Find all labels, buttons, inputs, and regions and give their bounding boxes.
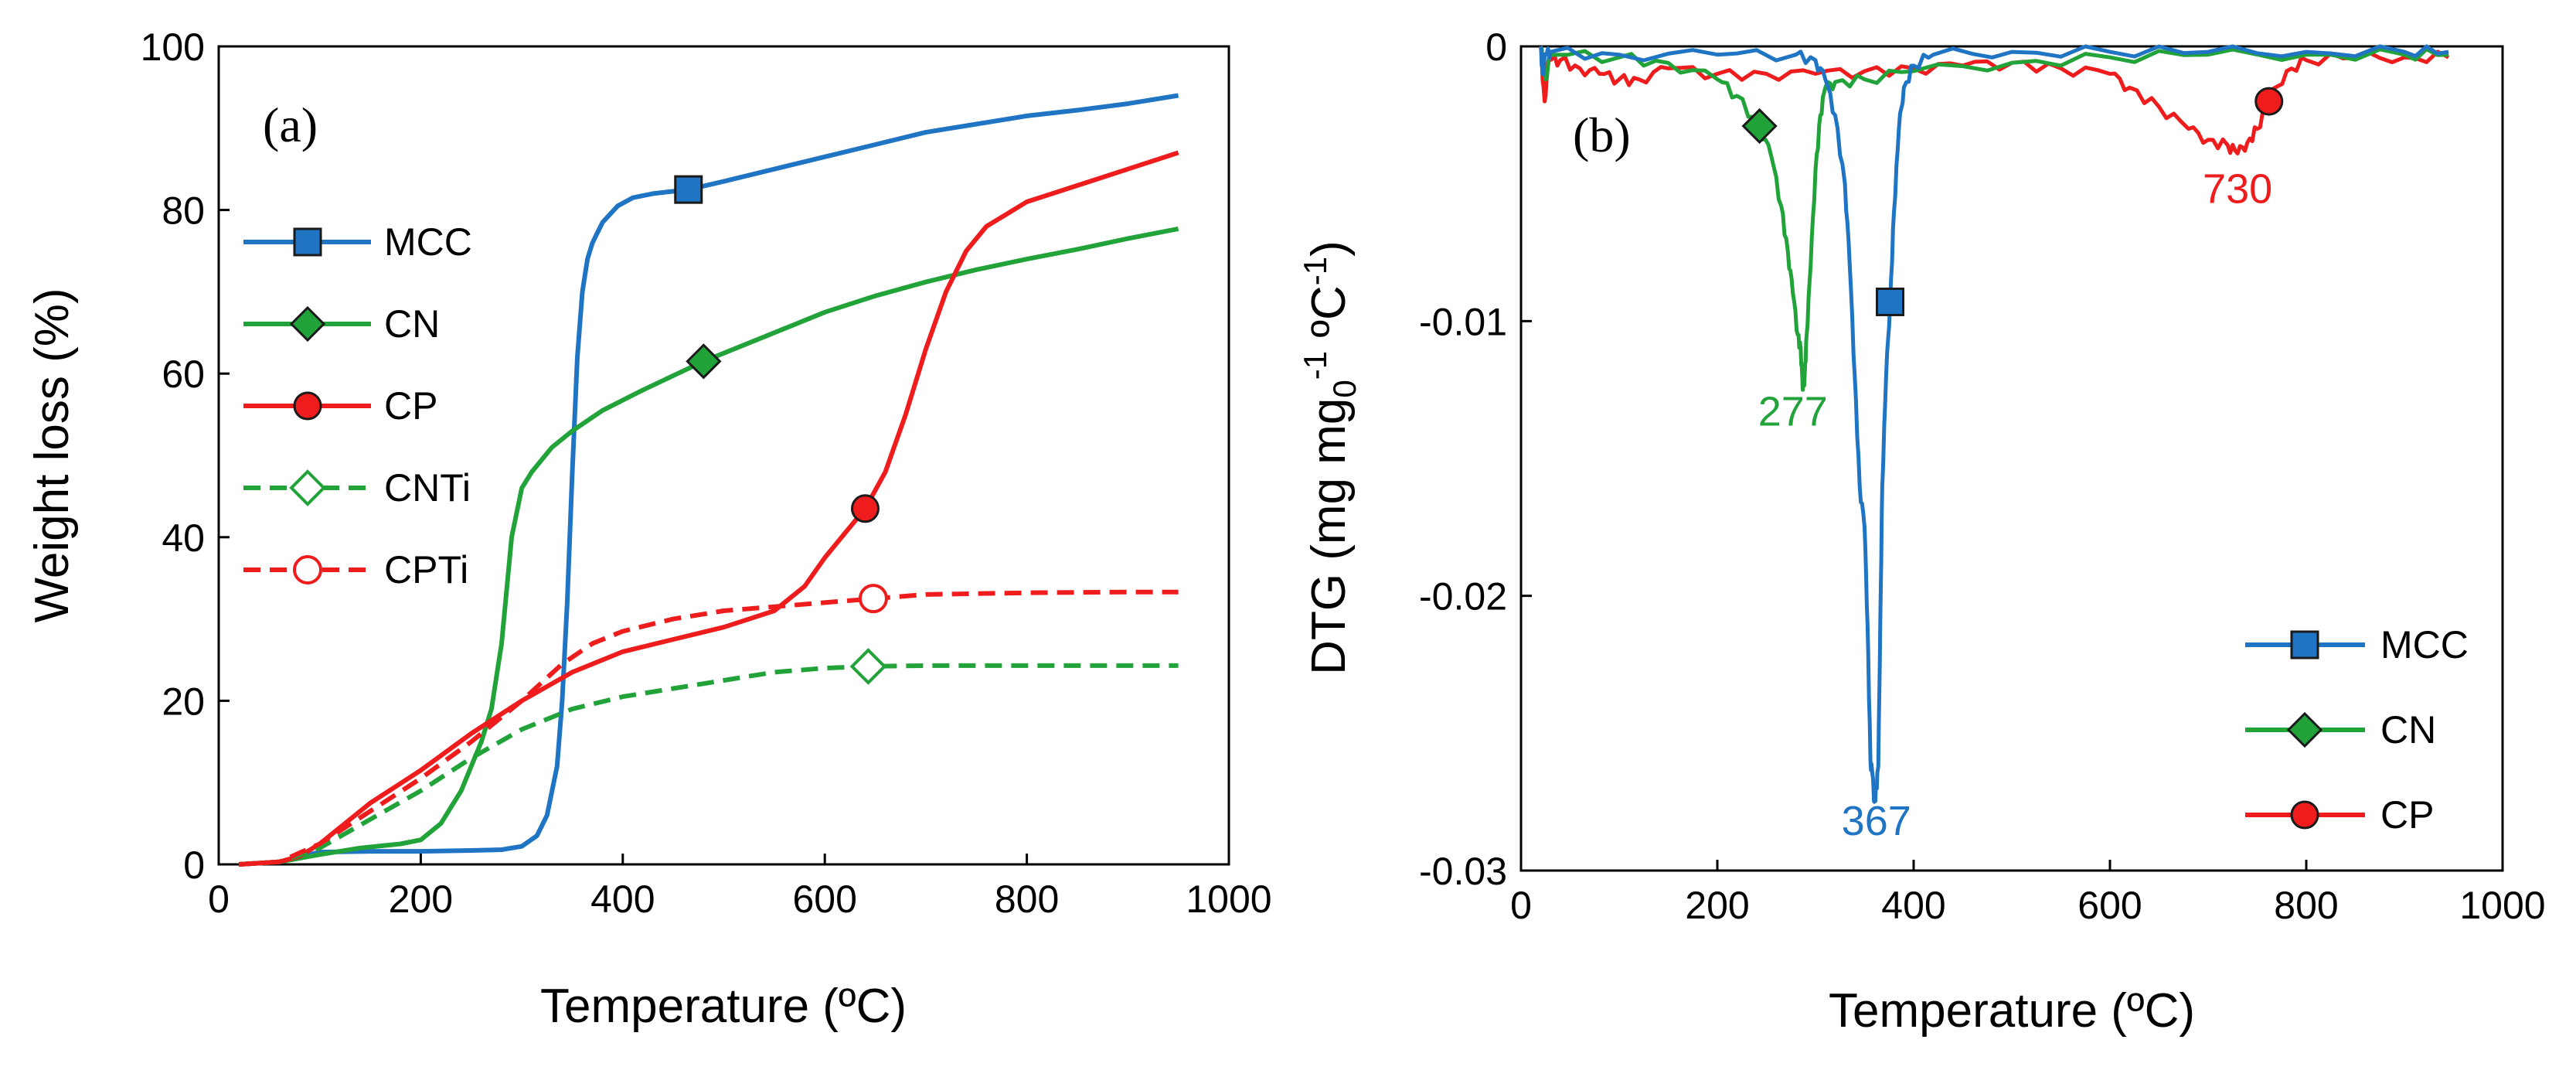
panel-b-y-tick-label: 0: [1485, 26, 1507, 69]
legend-marker-cp: [293, 391, 322, 421]
series-marker-cpti: [858, 584, 888, 614]
series-line-cp: [238, 150, 1179, 867]
panel-b-y-axis-title: DTG (mg mg0-1 ºC-1): [1297, 240, 1363, 675]
panel-b-y-title-mid: ºC: [1302, 285, 1356, 351]
legend-marker-cn: [289, 305, 326, 343]
peak-annotation-367: 367: [1842, 798, 1911, 844]
panel-b-x-tick-label: 1000: [2459, 884, 2545, 927]
panel-b-legend: MCC CN CP: [2245, 623, 2469, 837]
legend-marker-cpti: [293, 555, 322, 585]
series-marker-cnti: [849, 648, 887, 685]
legend-marker-cp: [2290, 800, 2319, 830]
series-line-cn: [238, 226, 1179, 867]
panel-a-y-tick-label: 60: [162, 353, 205, 396]
panel-b-x-tick-label: 200: [1685, 884, 1749, 927]
panel-b-y-title-sup1: -1: [1297, 351, 1333, 380]
panel-a-lines: [238, 93, 1179, 867]
panel-b-x-tick-label: 400: [1881, 884, 1945, 927]
legend-label-cp: CP: [384, 384, 437, 428]
legend-label-cp: CP: [2380, 793, 2434, 837]
dtg-marker-cp: [2254, 87, 2284, 116]
series-marker-mcc: [674, 175, 703, 204]
series-line-mcc: [238, 93, 1179, 867]
panel-a-chart: 0 200 400 600 800 1000 0 20 40 60 80 100 (a) Temper…: [26, 26, 1272, 1033]
panel-b-x-tick-label: 0: [1510, 884, 1532, 927]
panel-a-y-tick-label: 0: [183, 844, 205, 887]
legend-marker-cnti: [289, 469, 326, 506]
panel-a-x-tick-label: 400: [590, 878, 655, 921]
panel-b-label: (b): [1573, 107, 1631, 162]
panel-b-y-title-sub: 0: [1326, 380, 1363, 397]
panel-b-y-tick-label: -0.03: [1419, 850, 1507, 893]
legend-marker-cn: [2286, 711, 2323, 748]
legend-label-mcc: MCC: [384, 220, 472, 264]
panel-a-y-tick-label: 40: [162, 516, 205, 560]
panel-a-label: (a): [263, 97, 318, 152]
panel-b-y-title-main: DTG (mg mg: [1302, 398, 1356, 675]
panel-a-x-tick-label: 600: [792, 878, 856, 921]
series-marker-cn: [686, 343, 722, 380]
panel-b-ticks: 0 200 400 600 800 1000 0 -0.01 -0.02 -0.03: [1419, 26, 2546, 927]
legend-marker-mcc: [293, 227, 322, 257]
series-line-cnti: [238, 663, 1179, 867]
dtg-marker-cn: [1741, 107, 1778, 145]
dtg-line-mcc: [1538, 44, 2449, 804]
legend-label-mcc: MCC: [2380, 623, 2469, 666]
panel-b-y-tick-label: -0.01: [1419, 300, 1507, 343]
panel-b-y-title-sup2: -1: [1297, 257, 1333, 285]
panel-a-y-axis-title: Weight loss (%): [26, 288, 79, 623]
dtg-line-cp: [1538, 46, 2450, 156]
panel-a-x-tick-label: 800: [995, 878, 1059, 921]
panel-a-plot-frame: [217, 45, 1230, 866]
peak-annotation-277: 277: [1758, 388, 1828, 435]
panel-b-annotations: 277 367 730: [1758, 166, 2272, 844]
panel-a-x-tick-label: 0: [208, 878, 230, 921]
panel-b-lines: [1538, 44, 2450, 804]
panel-b-x-tick-label: 800: [2274, 884, 2338, 927]
panel-b-x-axis-title: Temperature (ºC): [1829, 984, 2195, 1038]
panel-a-x-tick-label: 1000: [1186, 878, 1271, 921]
panel-a-ticks: 0 200 400 600 800 1000 0 20 40 60 80 100: [141, 26, 1272, 921]
legend-marker-mcc: [2290, 630, 2319, 659]
panel-b-plot-frame: [1519, 45, 2504, 872]
panel-a-x-axis-title: Temperature (ºC): [540, 980, 907, 1033]
dtg-marker-mcc: [1876, 287, 1905, 316]
panel-b-x-tick-label: 600: [2077, 884, 2142, 927]
legend-label-cpti: CPTi: [384, 548, 468, 591]
panel-b-y-tick-label: -0.02: [1419, 575, 1507, 619]
panel-a-legend: MCC CN CP CNTi CPTi: [243, 220, 472, 591]
panel-b-chart: 0 200 400 600 800 1000 0 -0.01 -0.02 -0.03 (b) Te…: [1297, 26, 2546, 1038]
panel-b-y-title-end: ): [1302, 240, 1356, 257]
panel-a-y-tick-label: 100: [141, 26, 205, 69]
panel-a-x-tick-label: 200: [389, 878, 453, 921]
legend-label-cnti: CNTi: [384, 466, 471, 510]
legend-label-cn: CN: [384, 302, 440, 346]
series-marker-cp: [850, 494, 880, 523]
dtg-line-cn: [1539, 46, 2449, 392]
series-line-cpti: [238, 589, 1179, 867]
peak-annotation-730: 730: [2203, 166, 2272, 213]
panel-a-y-tick-label: 20: [162, 680, 205, 723]
legend-label-cn: CN: [2380, 708, 2436, 752]
panel-a-y-tick-label: 80: [162, 189, 205, 233]
